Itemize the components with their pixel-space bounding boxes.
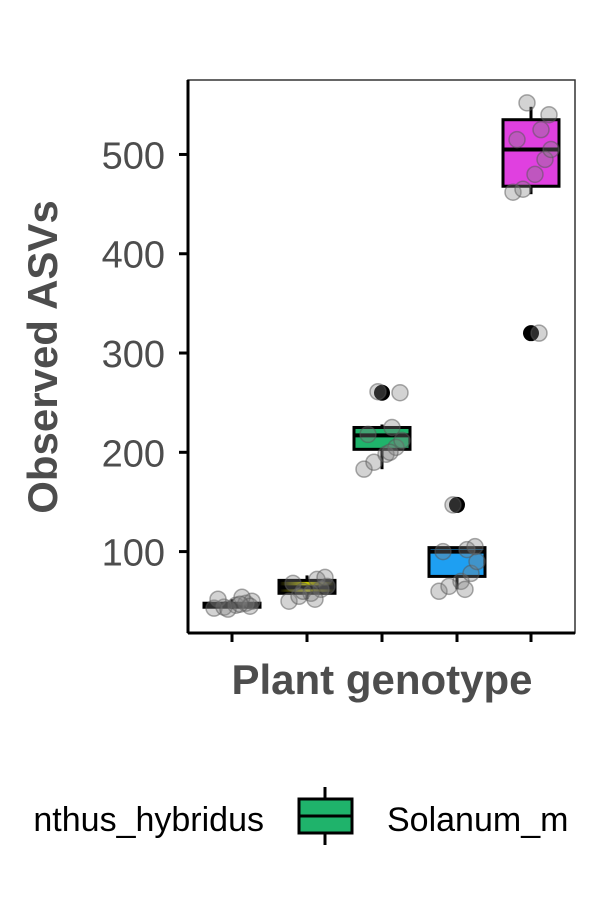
jitter-point xyxy=(508,130,526,149)
boxplot-group xyxy=(427,496,487,601)
outlier-point xyxy=(449,496,465,513)
jitter-point xyxy=(391,383,409,402)
x-axis-title: Plant genotype xyxy=(231,656,532,703)
legend-key-solanum xyxy=(297,787,354,845)
y-axis-ticks: 100 200 300 400 500 xyxy=(102,135,188,575)
legend-label-solanum: Solanum_m xyxy=(387,801,568,839)
jitter-point xyxy=(456,580,474,599)
boxplot-group xyxy=(352,382,412,478)
jitter-point xyxy=(536,150,554,169)
y-tick-label: 400 xyxy=(102,235,165,277)
jitter-point xyxy=(526,165,544,184)
boxplot-group xyxy=(277,568,337,610)
jitter-point xyxy=(280,592,298,610)
jitter-point xyxy=(434,542,452,561)
legend-label-amaranthus: nthus_hybridus xyxy=(33,801,264,839)
jitter-point xyxy=(514,180,532,198)
jitter-point xyxy=(355,460,373,478)
jitter-point xyxy=(383,418,401,437)
jitter-point xyxy=(504,183,522,201)
jitter-point xyxy=(540,105,558,124)
y-axis-title: Observed ASVs xyxy=(19,200,66,514)
legend: nthus_hybridus Solanum_m xyxy=(33,787,568,845)
jitter-point xyxy=(316,568,334,587)
jitter-point xyxy=(530,324,548,342)
jitter-point xyxy=(365,453,383,471)
jitter-point xyxy=(532,120,550,139)
jitter-point xyxy=(542,140,560,159)
jitter-point xyxy=(381,443,399,462)
jitter-point xyxy=(468,552,486,571)
jitter-point xyxy=(231,595,249,613)
y-tick-label: 100 xyxy=(102,533,165,575)
y-tick-label: 200 xyxy=(102,433,165,475)
jitter-point xyxy=(359,425,377,444)
jitter-point xyxy=(518,94,536,112)
jitter-point xyxy=(306,590,324,608)
boxplot-group xyxy=(501,94,561,342)
jitter-point xyxy=(294,582,312,601)
y-tick-label: 300 xyxy=(102,334,165,376)
y-tick-label: 500 xyxy=(102,135,165,177)
boxplot-group xyxy=(202,588,262,618)
jitter-point xyxy=(393,431,411,450)
jitter-point xyxy=(430,582,448,601)
boxplots xyxy=(202,94,561,618)
x-axis-ticks xyxy=(230,633,533,642)
jitter-point xyxy=(369,382,387,401)
jitter-point xyxy=(444,496,462,514)
jitter-point xyxy=(466,537,484,556)
